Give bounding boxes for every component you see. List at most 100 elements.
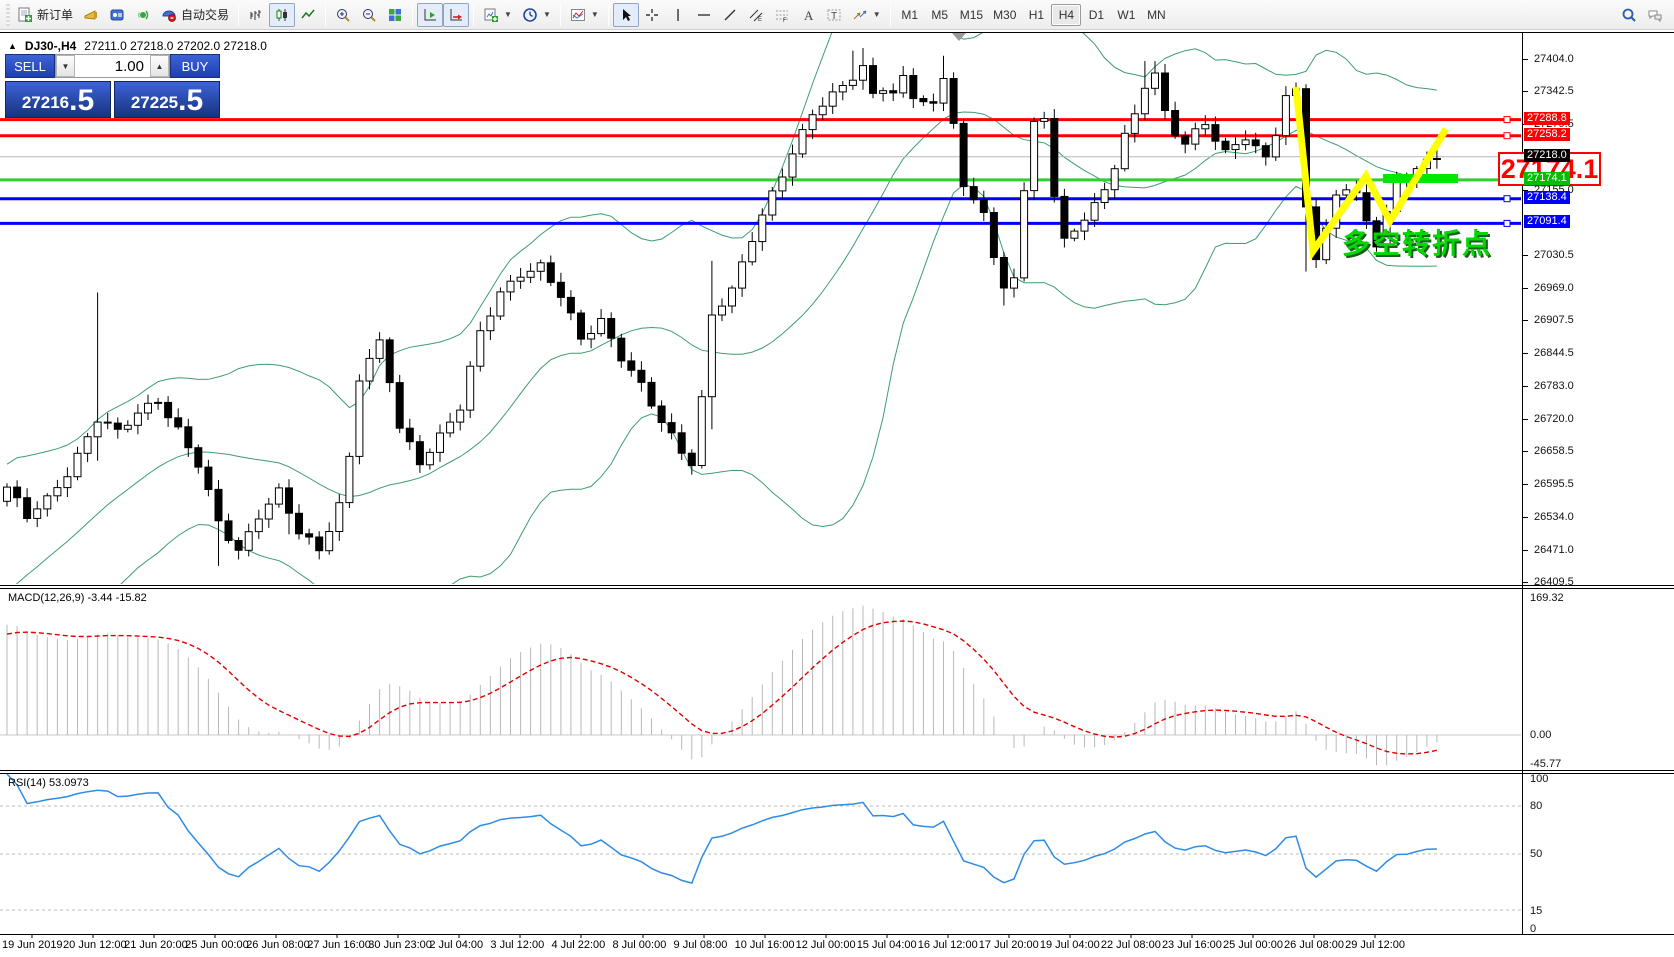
price-tick-label: 26595.5 xyxy=(1534,478,1574,491)
timeframe-m30-button[interactable]: M30 xyxy=(993,7,1017,22)
crosshair-icon xyxy=(645,8,658,21)
price-tick-label: 26783.0 xyxy=(1534,379,1574,392)
time-axis-label: 21 Jun 20:00 xyxy=(124,939,188,951)
new-order-button[interactable]: 新订单 xyxy=(12,3,78,27)
auto-trading-button-label: 自动交易 xyxy=(181,8,230,22)
new-chart-button[interactable]: ▼ xyxy=(478,3,517,27)
price-tick-label: 26720.0 xyxy=(1534,412,1574,425)
macd-separator[interactable] xyxy=(0,585,1674,586)
sell-price-button[interactable]: 27216 .5 xyxy=(5,81,111,118)
svg-text:F: F xyxy=(783,18,787,23)
timeframe-m1-button[interactable]: M1 xyxy=(901,7,919,22)
timeframe-h1-button[interactable]: H1 xyxy=(1028,7,1045,22)
price-tick-mark xyxy=(1522,255,1528,257)
timeframe-m5-button[interactable]: M5 xyxy=(931,7,949,22)
trendline-icon xyxy=(724,9,736,20)
candlestick-chart-button[interactable] xyxy=(269,2,296,27)
svg-text:E: E xyxy=(758,17,762,23)
price-line-label: 27091.4 xyxy=(1524,215,1570,229)
chevron-down-icon: ▼ xyxy=(590,10,599,19)
clock-icon xyxy=(523,7,537,22)
price-tick-mark xyxy=(1522,353,1528,355)
zoom-out-button[interactable] xyxy=(356,3,382,27)
timeframe-mn-button[interactable]: MN xyxy=(1147,7,1166,22)
signals-button[interactable] xyxy=(130,3,156,27)
time-axis-label: 25 Jun 00:00 xyxy=(185,939,249,951)
crosshair-tool-button[interactable] xyxy=(639,3,665,27)
buy-price-button[interactable]: 27225 .5 xyxy=(114,81,220,118)
line-chart-button[interactable] xyxy=(295,3,321,27)
equidistant-channel-tool-button[interactable]: E xyxy=(743,3,769,27)
chat-button[interactable] xyxy=(1642,3,1668,27)
hline-icon xyxy=(697,13,710,16)
rsi-axis-label: 15 xyxy=(1530,905,1543,917)
volume-spinner: ▼ 1.00 ▲ xyxy=(55,54,170,78)
rsi-axis-label: 80 xyxy=(1530,800,1543,812)
tile-windows-button[interactable] xyxy=(382,3,408,27)
rsi-axis-label: 50 xyxy=(1530,848,1543,860)
zoom-in-button[interactable] xyxy=(330,3,356,27)
strategy-icon xyxy=(110,9,124,20)
timeframe-w1-button[interactable]: W1 xyxy=(1117,7,1136,22)
time-axis-border xyxy=(0,934,1674,935)
buy-button[interactable]: BUY xyxy=(170,54,220,78)
svg-text:T: T xyxy=(831,11,837,22)
time-axis-label: 10 Jul 16:00 xyxy=(734,939,795,951)
rsi-axis-label: 100 xyxy=(1530,773,1549,785)
time-axis-label: 25 Jul 00:00 xyxy=(1223,939,1283,951)
timeframe-m15-button[interactable]: M15 xyxy=(959,7,984,22)
text-tool-button[interactable]: A xyxy=(795,3,821,27)
price-line-label: 27218.0 xyxy=(1524,148,1570,162)
price-tick-label: 26969.0 xyxy=(1534,281,1574,294)
chart-shift-button[interactable] xyxy=(443,2,470,27)
rsi-label: RSI(14) 53.0973 xyxy=(8,777,89,789)
macd-axis-label: 0.00 xyxy=(1530,729,1552,741)
indicators-button[interactable]: ▼ xyxy=(565,3,604,27)
price-tick-mark xyxy=(1522,581,1528,583)
text-label-tool-button[interactable]: T xyxy=(821,3,847,27)
sell-price-main: 27216 xyxy=(21,93,70,112)
volume-up-button[interactable]: ▲ xyxy=(150,55,169,77)
indicators-icon xyxy=(570,8,585,21)
timeframe-d1-button[interactable]: D1 xyxy=(1088,7,1105,22)
fibonacci-tool-button[interactable]: F xyxy=(769,3,795,27)
price-tick-mark xyxy=(1522,91,1528,93)
rsi-axis-label: 0 xyxy=(1530,923,1537,935)
auto-trading-button[interactable]: 自动交易 xyxy=(156,3,234,27)
sell-button[interactable]: SELL xyxy=(5,54,55,78)
vertical-line-tool-button[interactable] xyxy=(665,3,691,27)
rsi-separator[interactable] xyxy=(0,770,1674,771)
candle-chart-icon xyxy=(276,8,288,21)
time-axis-label: 19 Jul 04:00 xyxy=(1039,939,1100,951)
strategy-tester-button[interactable] xyxy=(104,3,130,27)
collapse-arrow-icon[interactable]: ▲ xyxy=(8,41,17,51)
toolbar-separator xyxy=(607,3,609,26)
shapes-icon xyxy=(853,10,867,19)
chart-window[interactable] xyxy=(0,32,1674,957)
search-button[interactable] xyxy=(1616,3,1642,27)
chinese-annotation-text[interactable]: 多空转折点 xyxy=(1342,228,1493,259)
timeframe-h4-button[interactable]: H4 xyxy=(1051,3,1082,26)
zoom-out-icon xyxy=(363,8,376,22)
cursor-tool-button[interactable] xyxy=(612,2,639,27)
market-watch-button[interactable] xyxy=(78,3,104,27)
bar-chart-button[interactable] xyxy=(243,3,269,27)
periods-button[interactable]: ▼ xyxy=(517,3,556,27)
chart-shift-marker[interactable] xyxy=(952,33,966,41)
price-tick-label: 26534.0 xyxy=(1534,510,1574,523)
horizontal-line-tool-button[interactable] xyxy=(691,3,717,27)
new-chart-icon xyxy=(484,8,499,22)
trendline-tool-button[interactable] xyxy=(717,3,743,27)
price-tick-label: 26471.0 xyxy=(1534,543,1574,556)
vline-icon xyxy=(677,8,679,21)
price-tick-mark xyxy=(1522,549,1528,551)
shapes-tool-button[interactable]: ▼ xyxy=(847,3,886,27)
auto-scroll-button[interactable] xyxy=(417,2,444,27)
volume-down-button[interactable]: ▼ xyxy=(56,55,75,77)
toolbar-grip[interactable] xyxy=(6,3,10,26)
svg-text:A: A xyxy=(804,8,814,23)
price-tick-label: 26844.5 xyxy=(1534,347,1574,360)
buy-price-pips: .5 xyxy=(178,84,204,117)
text-icon: A xyxy=(804,8,814,23)
volume-input[interactable]: 1.00 xyxy=(114,57,144,75)
